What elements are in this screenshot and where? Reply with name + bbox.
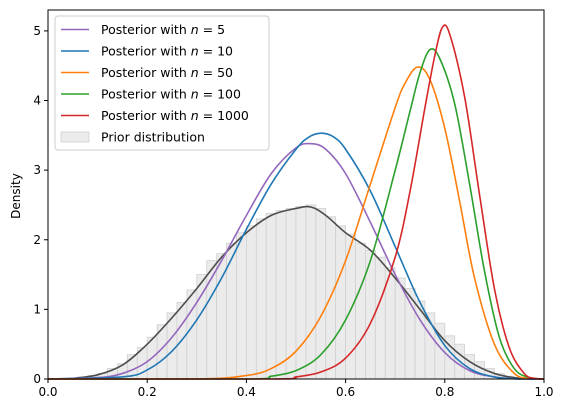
legend-swatch (60, 131, 90, 143)
prior-histogram-bar (265, 212, 277, 380)
series-line-posterior-with-n-10 (47, 132, 544, 380)
y-tick-label: 4 (33, 94, 41, 108)
series-line-posterior-with-n-100 (47, 48, 545, 380)
plot-frame (47, 9, 545, 380)
legend: Posterior with n = 5 Posterior with n = 1… (54, 15, 270, 151)
prior-histogram-bar (236, 232, 247, 380)
legend-label: Posterior with n = 100 (101, 87, 241, 102)
legend-label: Posterior with n = 50 (101, 65, 233, 80)
legend-label: Posterior with n = 10 (101, 44, 233, 59)
prior-histogram-bar (315, 208, 327, 380)
x-tick-label: 0.8 (435, 385, 454, 399)
series-line-posterior-with-n-5 (47, 142, 544, 380)
x-tick-label: 0.2 (138, 385, 157, 399)
prior-histogram-bar (255, 218, 267, 380)
y-tick-label: 2 (33, 233, 41, 247)
prior-histogram (77, 204, 525, 380)
legend-label: Posterior with n = 5 (101, 22, 225, 37)
y-tick-label: 0 (33, 372, 41, 386)
prior-histogram-bar (226, 242, 237, 380)
prior-histogram-bar (305, 204, 317, 380)
prior-histogram-bar (474, 361, 485, 380)
prior-histogram-bar (335, 225, 346, 380)
y-tick-label: 3 (33, 163, 41, 177)
prior-histogram-bar (355, 242, 366, 380)
y-tick-label: 1 (33, 302, 41, 316)
prior-histogram-bar (374, 256, 386, 380)
series-line-prior-density (47, 205, 545, 380)
y-axis: 0 1 2 3 4 5 (33, 24, 48, 386)
y-axis-label: Density (9, 173, 23, 219)
legend-box (54, 15, 270, 151)
prior-histogram-bar (295, 205, 307, 380)
prior-histogram-bar (394, 277, 406, 380)
x-tick-label: 1.0 (534, 385, 553, 399)
x-tick-label: 0.4 (237, 385, 256, 399)
x-tick-label: 0.6 (336, 385, 355, 399)
legend-label: Prior distribution (101, 130, 205, 145)
prior-histogram-bar (245, 225, 257, 380)
density-lines (47, 24, 545, 380)
prior-histogram-bar (275, 210, 287, 380)
y-tick-label: 5 (33, 24, 41, 38)
x-tick-label: 0.0 (38, 385, 57, 399)
series-line-posterior-with-n-50 (47, 66, 545, 380)
series-line-posterior-with-n-1000 (47, 24, 545, 380)
legend-label: Posterior with n = 1000 (101, 108, 249, 123)
x-axis: 0.0 0.2 0.4 0.6 0.8 1.0 (38, 379, 554, 399)
